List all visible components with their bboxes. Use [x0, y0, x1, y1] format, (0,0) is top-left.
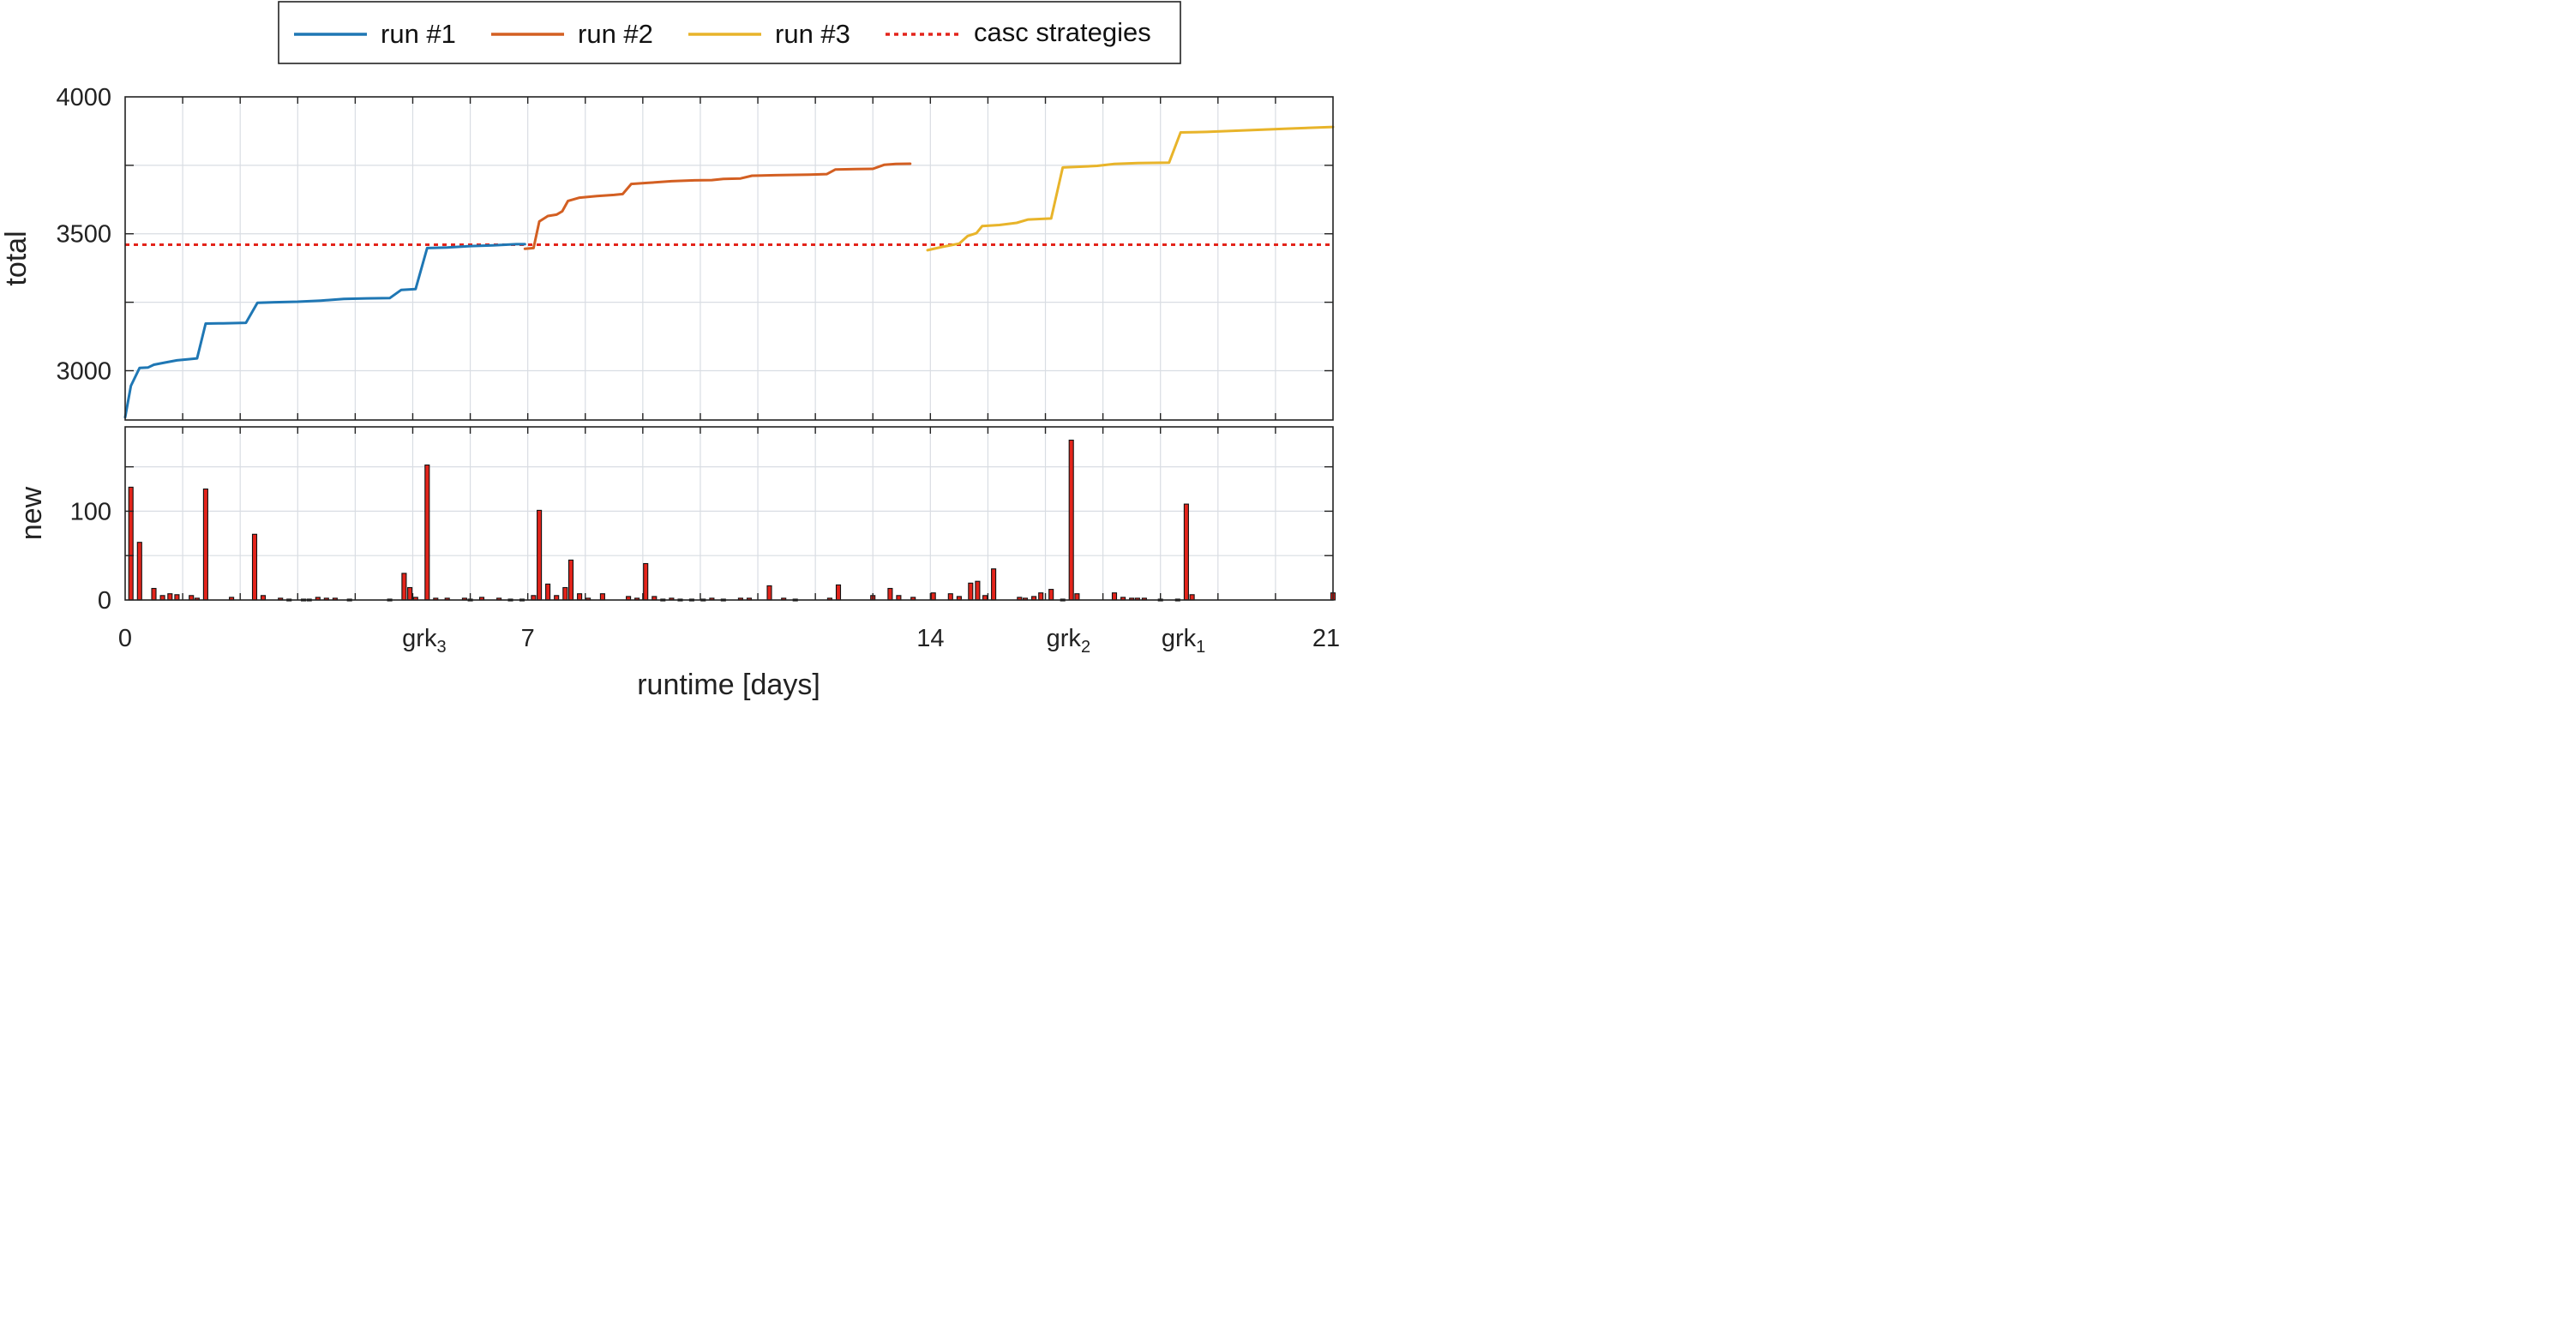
bottom-panel-y-axis-label: new — [15, 486, 48, 540]
new-bar — [643, 562, 649, 601]
new-bar — [947, 593, 953, 601]
new-bar — [1183, 503, 1189, 601]
legend-entry-run-1: run #1 — [294, 19, 456, 49]
x-tick-label: grk1 — [1162, 625, 1205, 657]
bottom-panel-frame — [124, 426, 1334, 601]
new-bar — [128, 486, 134, 601]
new-bar — [577, 593, 583, 601]
x-tick-label: 14 — [916, 625, 944, 652]
x-tick-label-text: 14 — [916, 625, 944, 652]
new-bar — [401, 573, 407, 601]
new-bars — [128, 439, 1336, 602]
new-bar — [151, 587, 157, 601]
top-panel-frame — [124, 96, 1334, 421]
new-bar — [407, 586, 413, 601]
legend-label-run-1: run #1 — [381, 19, 456, 49]
new-bar — [766, 585, 772, 601]
bottom-y-tick-label: 100 — [70, 498, 111, 525]
new-bar — [424, 464, 430, 601]
x-tick-label: 21 — [1312, 625, 1340, 652]
legend-entry-run-3: run #3 — [688, 19, 850, 49]
new-bar — [1074, 593, 1080, 601]
new-bar — [537, 509, 543, 601]
chart-figure: run #1 run #2 run #3 casc strategies 300… — [0, 1, 1340, 701]
x-axis-tick-labels: 0 grk3 7 14 grk2 grk1 21 — [118, 625, 1340, 657]
new-bar — [567, 559, 574, 601]
bottom-panel-grid — [125, 427, 1333, 600]
new-bar — [1038, 592, 1044, 601]
x-tick-label: grk2 — [1047, 625, 1090, 657]
bottom-y-tick-label: 0 — [98, 587, 111, 615]
x-tick-label-text: grk — [402, 625, 437, 652]
top-y-tick-label: 3500 — [56, 221, 111, 249]
x-axis-label: runtime [days] — [637, 669, 820, 701]
new-bar — [174, 594, 180, 601]
top-panel-grid — [125, 97, 1333, 420]
run-lines — [123, 125, 1335, 419]
legend-entry-casc-strategies: casc strategies — [886, 17, 1151, 47]
new-bar — [545, 583, 551, 601]
x-tick-label: 0 — [118, 625, 132, 652]
new-bar — [136, 542, 142, 601]
x-tick-label: 7 — [521, 625, 535, 652]
new-bar — [599, 593, 605, 601]
new-bar — [975, 580, 981, 601]
new-bar — [251, 533, 258, 601]
legend: run #1 run #2 run #3 casc strategies — [278, 1, 1181, 64]
top-panel-ticks — [125, 97, 1333, 420]
top-panel-y-tick-labels: 3000 3500 4000 — [56, 84, 111, 385]
new-bar — [968, 582, 974, 601]
new-bar — [167, 593, 173, 601]
top-panel-y-axis-label: total — [0, 231, 33, 285]
x-tick-label-text: grk — [1047, 625, 1082, 652]
new-bar — [991, 568, 997, 601]
x-tick-label-subscript: 2 — [1081, 638, 1090, 657]
legend-entry-run-2: run #2 — [491, 19, 653, 49]
x-tick-label-subscript: 1 — [1196, 638, 1205, 657]
bottom-panel: 0 100 new — [15, 426, 1336, 615]
top-y-tick-label: 4000 — [56, 84, 111, 111]
legend-label-run-2: run #2 — [578, 19, 653, 49]
new-bar — [1111, 592, 1118, 601]
x-tick-label-text: 7 — [521, 625, 535, 652]
series-line-run-1 — [123, 243, 526, 419]
top-y-tick-label: 3000 — [56, 357, 111, 385]
new-bar — [1189, 594, 1195, 601]
new-bar — [887, 587, 893, 601]
new-bar — [562, 586, 568, 601]
legend-label-casc-strategies: casc strategies — [974, 17, 1151, 47]
bottom-panel-ticks — [125, 427, 1333, 600]
new-bar — [202, 488, 208, 601]
legend-box — [278, 1, 1181, 64]
series-line-run-3 — [926, 125, 1335, 252]
new-bar — [1068, 439, 1074, 601]
x-tick-label-subscript: 3 — [436, 638, 446, 657]
new-bar — [835, 584, 842, 601]
x-tick-label-text: 21 — [1312, 625, 1340, 652]
series-line-run-2 — [523, 162, 912, 250]
new-bar — [1048, 589, 1054, 601]
top-panel: 3000 3500 4000 total — [0, 84, 1335, 421]
legend-label-run-3: run #3 — [775, 19, 850, 49]
x-tick-label: grk3 — [402, 625, 446, 657]
new-bar — [930, 592, 936, 601]
x-tick-label-text: 0 — [118, 625, 132, 652]
bottom-panel-y-tick-labels: 0 100 — [70, 498, 111, 615]
x-tick-label-text: grk — [1162, 625, 1197, 652]
